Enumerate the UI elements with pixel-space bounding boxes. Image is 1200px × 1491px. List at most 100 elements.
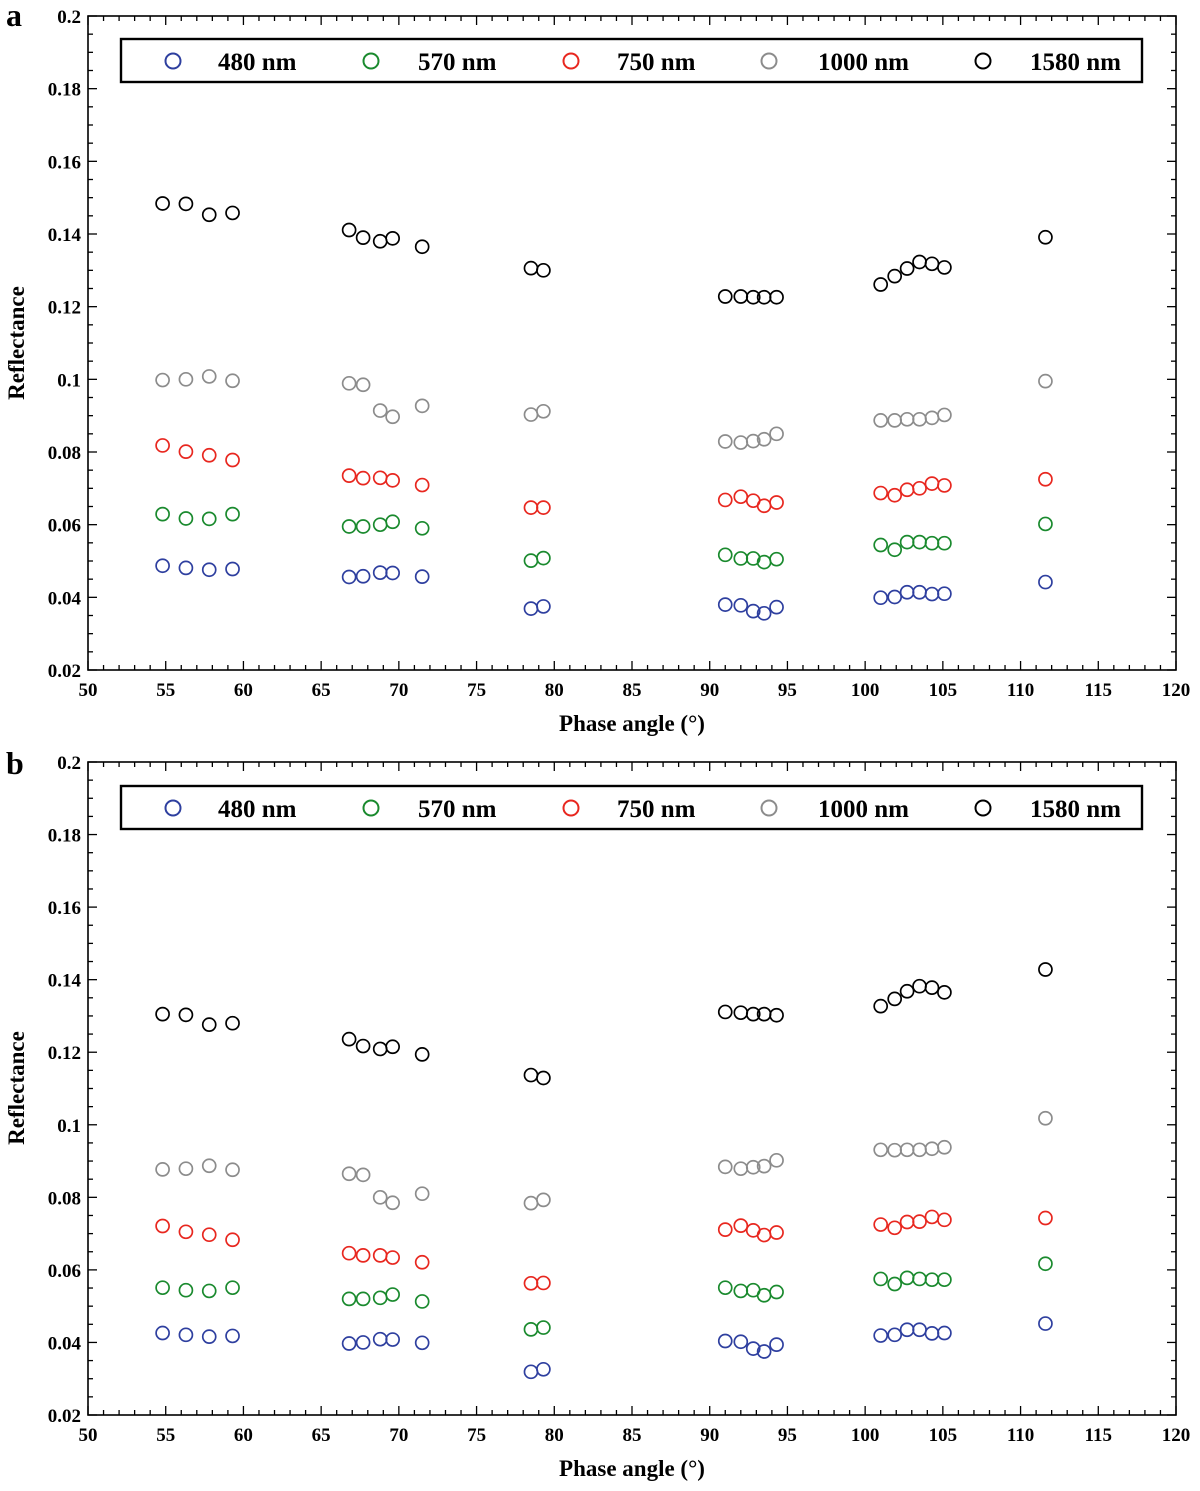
data-point xyxy=(385,1332,400,1347)
data-point xyxy=(355,230,371,245)
data-point xyxy=(178,1161,194,1177)
data-point xyxy=(355,1335,371,1350)
legend-marker xyxy=(974,52,992,70)
data-point xyxy=(899,411,915,427)
x-tick-label: 65 xyxy=(312,680,331,701)
data-point xyxy=(155,1162,170,1177)
data-point xyxy=(924,1141,940,1157)
data-point xyxy=(873,998,889,1014)
data-point xyxy=(887,991,903,1007)
data-point xyxy=(201,1283,217,1299)
data-point xyxy=(873,1271,889,1287)
panel-label-b: b xyxy=(6,745,24,781)
data-point xyxy=(178,1007,194,1023)
data-point xyxy=(745,1159,761,1175)
x-tick-label: 50 xyxy=(79,680,98,701)
data-point xyxy=(733,1161,749,1177)
data-point xyxy=(745,289,761,305)
data-point xyxy=(873,537,889,553)
series-1580-nm xyxy=(155,196,1053,305)
x-tick-label: 60 xyxy=(234,1425,253,1446)
y-tick-labels: 0.02 0.04 0.06 0.08 0.1 0.12 0.14 0.16 0.18 0.2 xyxy=(48,753,82,1427)
legend-marker xyxy=(562,799,580,817)
data-point xyxy=(717,492,733,508)
data-point xyxy=(225,506,240,522)
data-point xyxy=(355,1291,371,1307)
data-point xyxy=(225,1232,240,1248)
data-point xyxy=(536,1361,551,1377)
data-point xyxy=(1038,1316,1053,1331)
legend-item: 1000 nm xyxy=(760,796,909,823)
x-tick-label: 75 xyxy=(467,680,486,701)
data-point xyxy=(155,1325,170,1341)
data-point xyxy=(536,1070,551,1086)
data-point xyxy=(178,511,194,526)
data-point xyxy=(372,470,388,486)
data-point xyxy=(733,1005,749,1021)
data-point xyxy=(178,1327,194,1343)
legend-item: 570 nm xyxy=(362,49,497,76)
data-point xyxy=(225,561,240,577)
y-tick-label: 0.04 xyxy=(48,588,82,609)
data-point xyxy=(769,599,784,615)
data-point xyxy=(536,500,551,515)
data-point xyxy=(385,1039,400,1055)
axis-ticks xyxy=(87,761,1177,1416)
data-point xyxy=(912,1322,927,1338)
x-tick-label: 100 xyxy=(851,1425,880,1446)
data-point xyxy=(937,1272,952,1288)
legend-label: 480 nm xyxy=(218,796,297,823)
data-point xyxy=(733,551,749,566)
data-points xyxy=(155,196,1053,621)
data-point xyxy=(1038,1256,1053,1272)
y-tick-label: 0.02 xyxy=(48,661,81,682)
data-point xyxy=(225,1015,240,1031)
data-point xyxy=(769,1337,784,1352)
data-point xyxy=(733,1218,749,1233)
series-750-nm xyxy=(155,1209,1053,1291)
legend-item: 1580 nm xyxy=(974,796,1121,823)
data-point xyxy=(899,482,915,498)
data-point xyxy=(887,1220,903,1236)
data-point xyxy=(887,1142,903,1158)
data-point xyxy=(733,597,749,613)
data-point xyxy=(937,985,952,1000)
legend-label: 750 nm xyxy=(617,49,696,76)
data-point xyxy=(887,589,903,605)
data-point xyxy=(717,1159,733,1175)
data-point xyxy=(1038,574,1053,590)
data-point xyxy=(414,1335,430,1351)
axis-ticks xyxy=(87,15,1177,671)
data-point xyxy=(887,413,903,428)
x-tick-label: 55 xyxy=(156,1425,175,1446)
legend-marker xyxy=(362,52,380,70)
data-point xyxy=(887,542,903,558)
data-point xyxy=(873,277,889,292)
data-point xyxy=(341,468,357,483)
panel-label-a: a xyxy=(6,0,22,33)
data-point xyxy=(769,1152,784,1168)
legend: 480 nm 570 nm 750 nm 1000 nm 1580 nm xyxy=(119,784,1144,831)
data-point xyxy=(912,254,927,270)
data-point xyxy=(924,476,940,491)
x-tick-label: 95 xyxy=(778,680,797,701)
y-tick-label: 0.12 xyxy=(48,1043,81,1064)
data-point xyxy=(414,1254,430,1270)
data-point xyxy=(769,1225,784,1240)
data-point xyxy=(523,553,539,568)
data-point xyxy=(937,586,952,602)
data-point xyxy=(355,1038,371,1054)
data-point xyxy=(155,1218,170,1234)
panel-b: 0.02 0.04 0.06 0.08 0.1 0.12 0.14 0.16 0.18 0.2 5… xyxy=(4,745,1190,1481)
x-tick-label: 105 xyxy=(929,1425,958,1446)
data-point xyxy=(178,1282,194,1298)
data-point xyxy=(178,444,194,459)
data-point xyxy=(899,584,915,600)
legend-marker xyxy=(760,52,778,70)
series-1000-nm xyxy=(155,1110,1053,1211)
data-point xyxy=(899,261,915,276)
data-point xyxy=(1038,962,1053,977)
data-point xyxy=(372,1290,388,1306)
data-point xyxy=(385,231,400,246)
